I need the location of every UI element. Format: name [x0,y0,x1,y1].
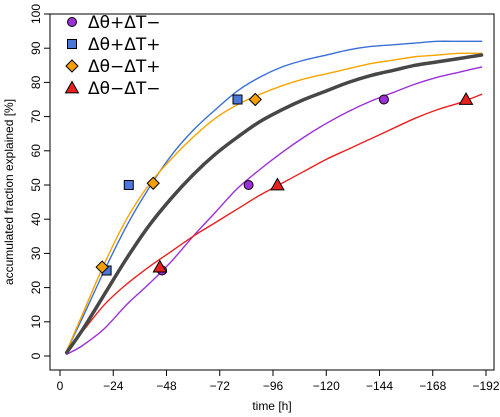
series-marker-triangle [152,259,168,273]
series-marker-diamond [95,260,109,274]
plot-border [49,13,495,371]
y-tick-label: 40 [29,212,43,226]
x-tick-label: −24 [103,379,124,393]
series-curve [65,66,483,355]
series-marker-triangle [270,177,285,191]
x-axis-title: time [h] [252,399,291,413]
x-tick-label: −120 [313,379,340,393]
y-tick-label: 0 [29,352,43,359]
series-marker-circle [243,180,254,190]
series-curve [65,52,483,352]
x-tick-label: −144 [366,379,393,393]
legend-label: Δθ+ΔT− [88,13,161,33]
legend-label: Δθ−ΔT− [88,79,161,99]
plot-frame [49,13,495,371]
y-tick-label: 80 [29,75,43,89]
legend-marker-diamond [65,59,79,73]
y-tick-label: 50 [29,178,43,192]
y-tick-label: 30 [29,246,43,260]
series-marker-diamond [248,92,262,107]
y-tick-label: 60 [29,144,43,158]
x-tick-label: −96 [263,379,284,393]
y-axis: 0 10 20 30 40 50 60 70 80 90 100 [29,4,50,359]
legend-marker-triangle [64,80,80,94]
y-axis-title: accumulated fraction explained [%] [2,99,16,285]
series-curve [65,40,483,352]
series-marker-diamond [146,176,160,190]
legend-label: Δθ−ΔT+ [88,57,161,77]
y-tick-label: 10 [29,315,43,329]
x-tick-label: −168 [419,379,446,393]
series-markers [95,91,474,276]
legend: Δθ+ΔT−Δθ+ΔT+Δθ−ΔT+Δθ−ΔT− [64,13,161,99]
y-tick-label: 100 [29,4,43,24]
series-marker-square [232,94,243,105]
legend-marker-circle [67,17,77,27]
x-tick-label: −48 [156,379,177,393]
x-axis: 0 −24 −48 −72 −96 −120 −144 −168 −192 [57,370,500,393]
reference-curve [64,53,484,355]
series-marker-square [123,180,134,190]
y-tick-label: 20 [29,281,43,295]
legend-marker-square [67,39,77,49]
x-tick-label: −72 [210,379,231,393]
series-marker-circle [378,94,389,105]
series-marker-triangle [458,91,474,105]
y-tick-label: 90 [29,41,43,55]
x-tick-label: 0 [57,379,64,393]
legend-label: Δθ+ΔT+ [88,35,161,55]
y-tick-label: 70 [29,110,43,124]
x-tick-label: −192 [472,379,499,393]
